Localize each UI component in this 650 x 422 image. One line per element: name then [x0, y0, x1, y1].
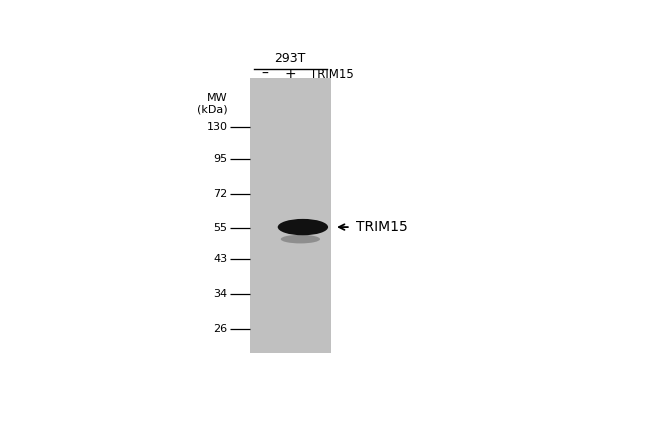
Text: TRIM15: TRIM15: [311, 68, 354, 81]
Text: 72: 72: [213, 189, 228, 199]
Text: 55: 55: [213, 223, 228, 233]
Text: –: –: [262, 67, 268, 81]
Ellipse shape: [281, 235, 320, 243]
Text: TRIM15: TRIM15: [356, 220, 408, 234]
Text: 26: 26: [213, 324, 228, 334]
Text: (kDa): (kDa): [197, 104, 227, 114]
Bar: [250, 78, 331, 353]
Text: 34: 34: [213, 289, 228, 299]
Ellipse shape: [278, 219, 328, 235]
Text: 293T: 293T: [274, 52, 306, 65]
Text: +: +: [285, 67, 296, 81]
Text: 130: 130: [206, 122, 228, 132]
Text: 95: 95: [213, 154, 228, 165]
Text: 43: 43: [213, 254, 228, 264]
Text: MW: MW: [207, 93, 228, 103]
